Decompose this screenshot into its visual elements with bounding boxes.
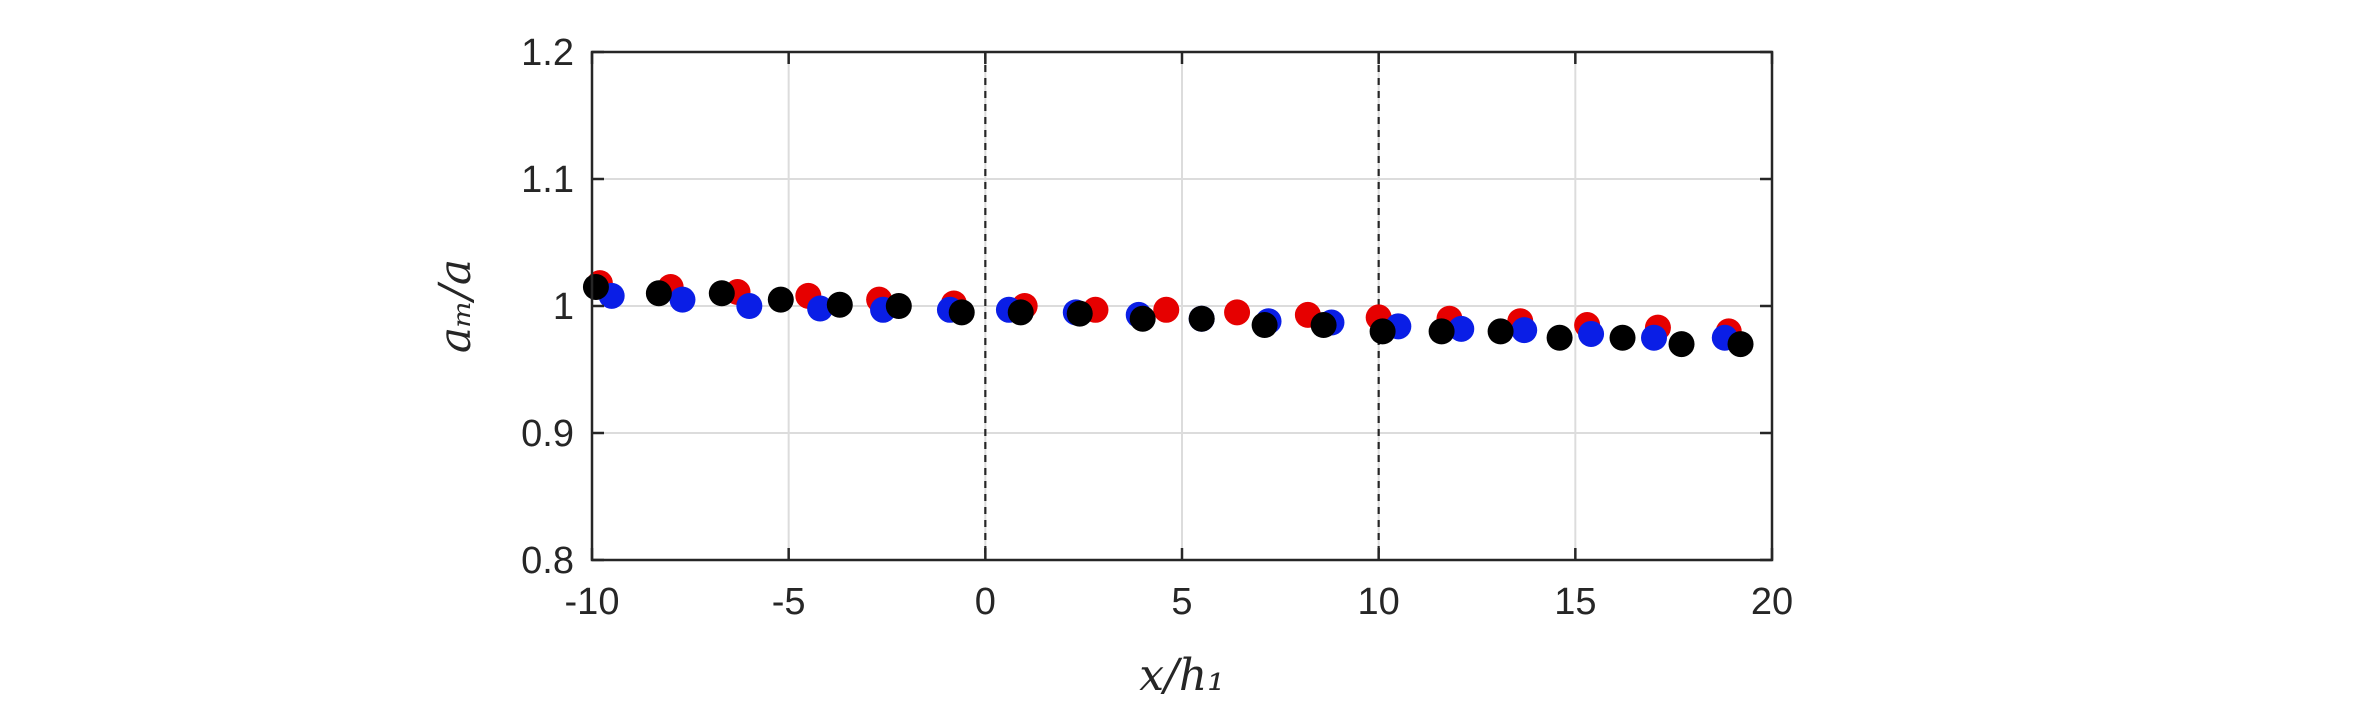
- y-tick-label: 0.9: [521, 413, 574, 455]
- data-points: [582, 270, 1754, 358]
- data-point-black: [1668, 331, 1695, 358]
- data-point-black: [1129, 305, 1156, 332]
- x-tick-label: 10: [1358, 581, 1400, 623]
- grid: [591, 51, 1773, 561]
- data-point-black: [767, 286, 794, 313]
- data-point-black: [708, 280, 735, 307]
- x-tick-label: 0: [975, 581, 996, 623]
- x-tick-label: 5: [1171, 581, 1192, 623]
- data-point-blue: [1641, 324, 1667, 351]
- data-point-black: [1727, 331, 1754, 358]
- y-tick-label: 0.8: [521, 540, 574, 582]
- data-point-blue: [807, 295, 834, 322]
- data-point-black: [1546, 324, 1573, 351]
- data-point-black: [1066, 300, 1093, 327]
- axis-ticks: -10 -5 0 5 10 15 20 0.8 0.9 1 1.1 1.2: [521, 32, 1793, 623]
- data-point-blue: [1511, 317, 1538, 344]
- data-point-blue: [669, 286, 696, 313]
- data-point-blue: [1448, 315, 1475, 342]
- x-tick-label: -10: [565, 581, 620, 623]
- y-axis-label: aₘ/a: [430, 259, 481, 353]
- y-tick-label: 1.1: [521, 159, 574, 201]
- x-axis-label: x/h₁: [1139, 650, 1225, 701]
- data-point-black: [1487, 318, 1514, 345]
- data-point-black: [1007, 299, 1034, 326]
- data-point-black: [582, 273, 609, 300]
- data-point-black: [1310, 312, 1337, 339]
- data-point-black: [1428, 318, 1455, 345]
- data-point-black: [1369, 318, 1396, 345]
- y-tick-label: 1: [553, 286, 574, 328]
- x-tick-label: -5: [772, 581, 806, 623]
- data-point-black: [645, 280, 672, 307]
- x-tick-label: 20: [1751, 581, 1793, 623]
- data-point-black: [1251, 312, 1278, 339]
- data-point-blue: [736, 293, 763, 319]
- data-point-blue: [1578, 320, 1605, 347]
- data-point-black: [948, 299, 975, 326]
- data-point-red: [1224, 299, 1251, 326]
- data-point-red: [1153, 296, 1180, 323]
- data-point-black: [1188, 305, 1215, 332]
- data-point-black: [826, 291, 853, 318]
- y-tick-label: 1.2: [521, 32, 574, 74]
- data-point-black: [1609, 324, 1636, 351]
- data-point-black: [885, 293, 912, 319]
- x-tick-label: 15: [1554, 581, 1596, 623]
